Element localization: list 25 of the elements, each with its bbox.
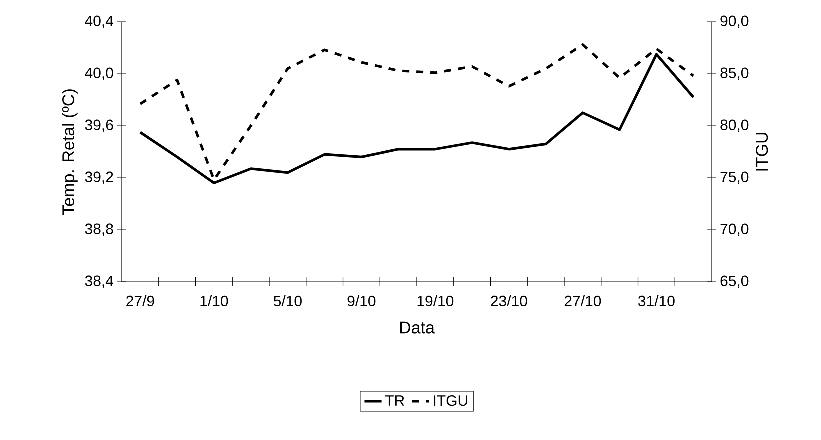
y2-tick-label: 80,0 (720, 120, 749, 132)
legend-label: ITGU (434, 396, 468, 406)
x-tick-label: 23/10 (491, 296, 528, 307)
y2-tick-label: 70,0 (720, 224, 749, 236)
y-tick-label: 38,8 (85, 224, 114, 236)
y2-tick-label: 75,0 (720, 172, 749, 184)
y-tick-label: 40,4 (85, 16, 114, 28)
x-tick-label: 31/10 (638, 296, 675, 307)
y-tick-label: 38,4 (85, 276, 114, 288)
x-tick-label: 1/10 (200, 296, 228, 307)
y2-tick-label: 85,0 (720, 68, 749, 80)
x-tick-label: 27/9 (126, 296, 154, 307)
x-tick-label: 19/10 (418, 296, 454, 307)
x-tick-label: 5/10 (274, 296, 302, 307)
y-axis-title: Temp. Retal (ºC) (62, 90, 78, 216)
y-tick-label: 40,0 (85, 68, 114, 80)
x-tick-label: 27/10 (564, 296, 602, 307)
x-tick-label: 9/10 (348, 296, 376, 307)
y2-axis-title: ITGU (756, 133, 768, 171)
x-axis-title: Data (400, 322, 435, 334)
legend-label: TR (385, 396, 404, 406)
y-tick-label: 39,2 (85, 172, 114, 184)
y2-tick-label: 90,0 (720, 16, 749, 28)
y-tick-label: 39,6 (85, 120, 114, 132)
y2-tick-label: 65,0 (720, 276, 749, 288)
